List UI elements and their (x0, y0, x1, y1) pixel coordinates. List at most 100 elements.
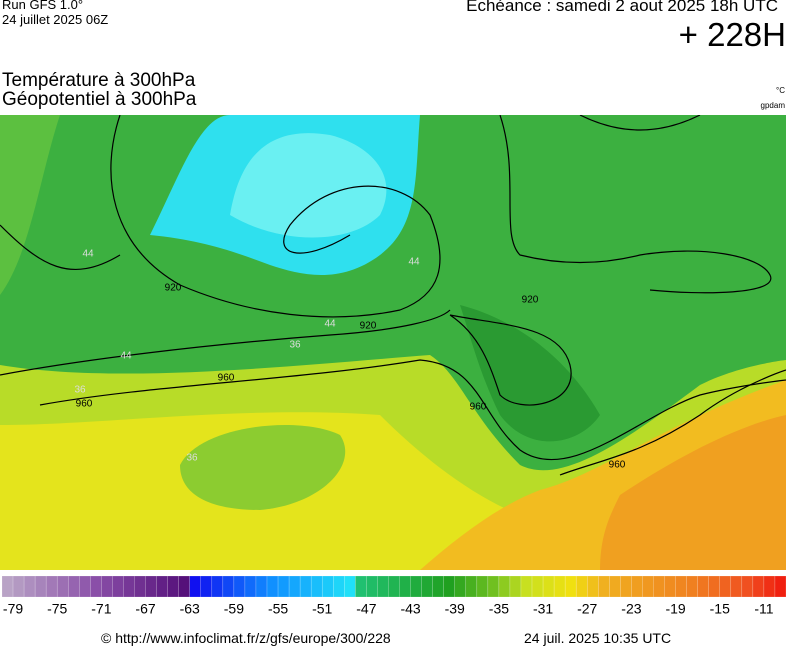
colorbar-cell (233, 575, 246, 598)
colorbar-tick-label: -15 (710, 601, 730, 617)
colorbar-cell (112, 575, 124, 598)
colorbar-cell (277, 575, 290, 598)
colorbar-cell (741, 575, 754, 598)
field (600, 415, 786, 570)
colorbar-cell (45, 575, 58, 598)
contour-label: 36 (186, 453, 198, 464)
colorbar-cell (156, 575, 168, 598)
colorbar-cell (432, 575, 444, 598)
colorbar-cell (134, 575, 146, 598)
colorbar-cell (410, 575, 422, 598)
colorbar-cell (509, 575, 522, 598)
colorbar-cell (542, 575, 555, 598)
colorbar-tick-label: -47 (356, 601, 376, 617)
field (0, 115, 60, 295)
colorbar-cell (609, 575, 621, 598)
colorbar-cell (730, 575, 743, 598)
colorbar-cell (377, 575, 389, 598)
colorbar-cell (310, 575, 323, 598)
colorbar-cell (145, 575, 157, 598)
colorbar: -79 -75 -71 -67 -63 -59 -55 -51 -47 -43 -39 -35 -31 -… (1, 575, 786, 617)
field (180, 425, 346, 510)
colorbar-cell (708, 575, 720, 598)
colorbar-cell (774, 575, 786, 598)
colorbar-tick-label: -63 (180, 601, 200, 617)
field (460, 305, 600, 442)
colorbar-cell (266, 575, 279, 598)
colorbar-tick-label: -27 (577, 601, 597, 617)
colorbar-cell (189, 575, 202, 598)
colorbar-cell (23, 575, 36, 598)
colorbar-cell (101, 575, 113, 598)
colorbar-tick-label: -39 (445, 601, 465, 617)
colorbar-cell (498, 575, 511, 598)
colorbar-cell (56, 575, 69, 598)
colorbar-cell (719, 575, 732, 598)
contour-label: 44 (82, 249, 94, 260)
colorbar-cell (487, 575, 500, 598)
valid-time: Echéance : samedi 2 aout 2025 18h UTC (466, 0, 778, 15)
colorbar-cell (443, 575, 455, 598)
colorbar-cell (752, 575, 765, 598)
colorbar-cell (399, 575, 411, 598)
contour-label: 960 (218, 373, 235, 384)
colorbar-cell (465, 575, 478, 598)
colorbar-cell (564, 575, 577, 598)
contour-label: 920 (165, 283, 182, 294)
contours (0, 115, 786, 476)
contour-label: 960 (609, 460, 626, 471)
colorbar-cell (34, 575, 47, 598)
contour-label: 44 (408, 257, 420, 268)
colorbar-cell (211, 575, 224, 598)
contour-label: 960 (76, 399, 93, 410)
colorbar-cell (333, 575, 345, 598)
colorbar-cell (620, 575, 632, 598)
unit: gpdam (760, 101, 785, 110)
colorbar-cell (12, 575, 25, 598)
colorbar-tick-label: -75 (47, 601, 67, 617)
colorbar-cell (200, 575, 213, 598)
colorbar-cell (288, 575, 301, 598)
run-date: 24 juillet 2025 06Z (2, 12, 109, 27)
colorbar-cell (123, 575, 135, 598)
colorbar-cell (631, 575, 643, 598)
title-line: Température à 300hPa (2, 70, 196, 91)
colorbar-cell (222, 575, 235, 598)
colorbar-tick-label: -71 (91, 601, 111, 617)
colorbar-cell (664, 575, 676, 598)
colorbar-tick-label: -43 (400, 601, 420, 617)
colorbar-cell (421, 575, 433, 598)
colorbar-cell (299, 575, 312, 598)
unit: °C (776, 86, 785, 95)
colorbar-tick-label: -55 (268, 601, 288, 617)
run: Run GFS 1.0° (2, 0, 84, 12)
colorbar-cell (520, 575, 533, 598)
colorbar-cell (178, 575, 190, 598)
colorbar-tick-label: -51 (312, 601, 332, 617)
colorbar-cell (344, 575, 356, 598)
contour-label: 36 (289, 340, 301, 351)
colorbar-tick-label: -67 (135, 601, 155, 617)
colorbar-cell (454, 575, 467, 598)
colorbar-cell (1, 575, 14, 598)
colorbar-cell (642, 575, 654, 598)
contour-label: 44 (120, 351, 132, 362)
contour-label: 44 (324, 319, 336, 330)
contour-label: 960 (470, 402, 487, 413)
colorbar-tick-label: -59 (224, 601, 244, 617)
colorbar-cell (90, 575, 102, 598)
colorbar-cell (675, 575, 687, 598)
colorbar-cell (697, 575, 709, 598)
colorbar-cell (575, 575, 588, 598)
colorbar-cell (68, 575, 80, 598)
colorbar-cell (167, 575, 179, 598)
timestamp: 24 juil. 2025 10:35 UTC (524, 630, 672, 646)
colorbar-tick-label: -19 (665, 601, 685, 617)
field (230, 133, 387, 238)
title-line: Géopotentiel à 300hPa (2, 89, 197, 110)
colorbar-cell (321, 575, 334, 598)
colorbar-tick-label: -31 (533, 601, 553, 617)
contour-label: 36 (74, 385, 86, 396)
colorbar-cell (763, 575, 776, 598)
